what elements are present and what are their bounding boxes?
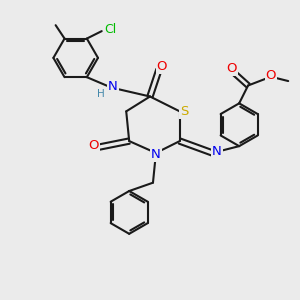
Text: S: S: [180, 105, 188, 118]
Text: O: O: [157, 60, 167, 73]
Text: O: O: [266, 69, 276, 82]
Text: N: N: [108, 80, 118, 93]
Text: N: N: [212, 145, 222, 158]
Text: O: O: [88, 139, 99, 152]
Text: Cl: Cl: [104, 23, 117, 36]
Text: N: N: [151, 148, 161, 161]
Text: O: O: [226, 62, 237, 75]
Text: H: H: [97, 88, 105, 98]
